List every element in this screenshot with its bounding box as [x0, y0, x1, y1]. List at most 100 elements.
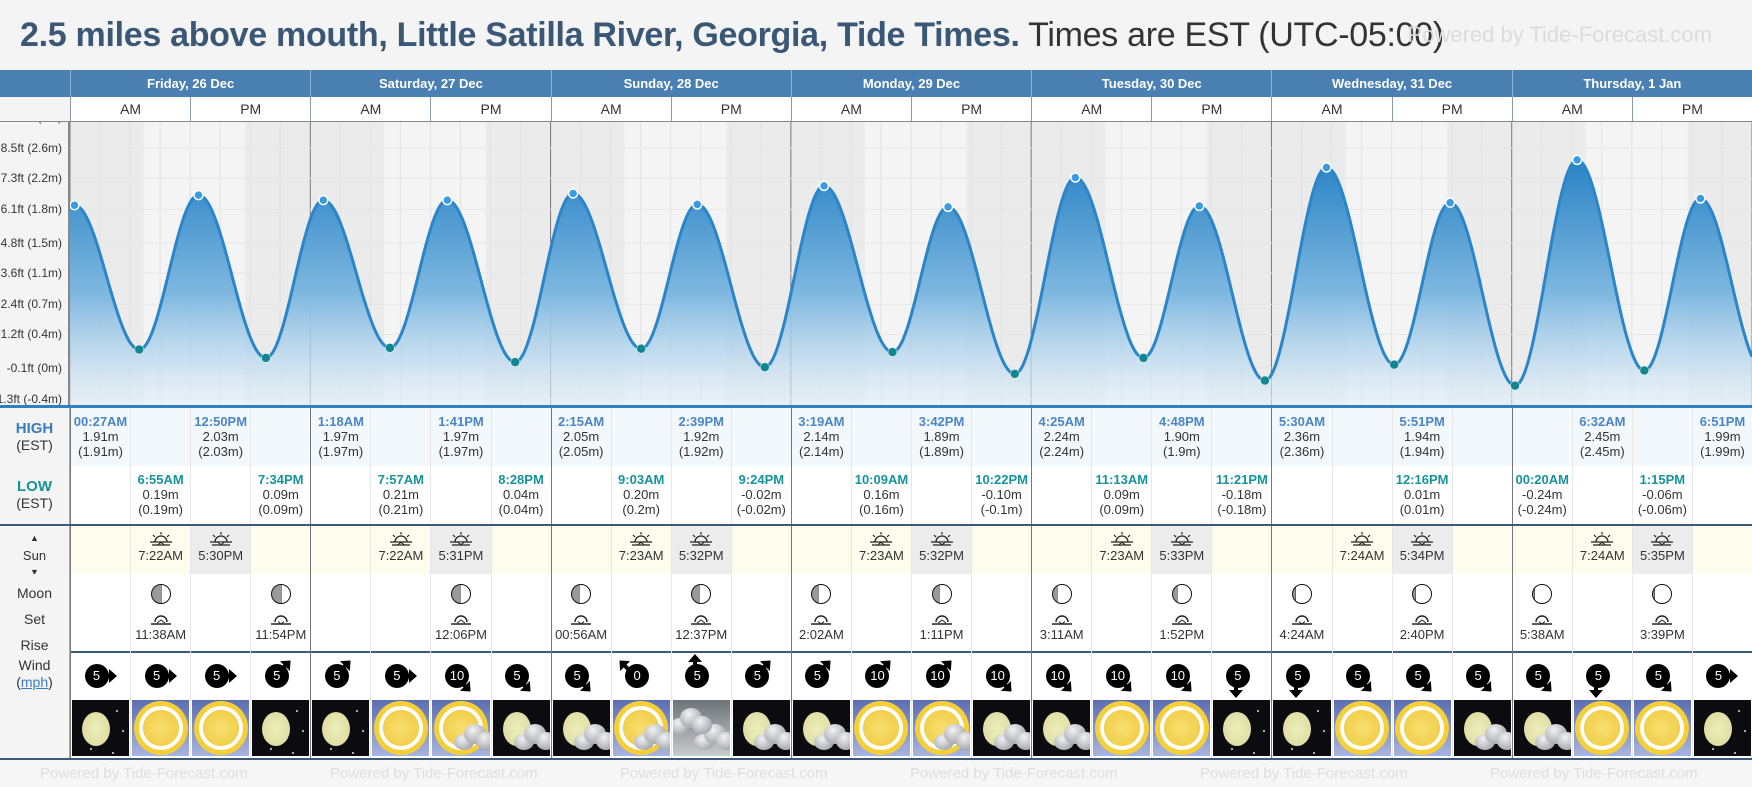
wind-cell: 5 [1331, 653, 1392, 698]
low-tz: (EST) [16, 495, 53, 511]
wind-arrow-icon [1226, 676, 1246, 698]
moon-weather-icon [312, 700, 370, 756]
low-tide-time: 7:34PM [257, 472, 304, 487]
wind-direction-icon: 5 [561, 661, 601, 692]
moon-cell: 1:11PM [911, 574, 971, 658]
moonrise-time: 12:37PM [675, 627, 728, 642]
low-tide-height: -0.24m [1522, 487, 1563, 502]
sunrise-time: 7:22AM [138, 548, 183, 563]
low-tide-cell: 00:20AM -0.24m (-0.24m) [1511, 466, 1572, 524]
sun-row: ▲ Sun ▼ 7:22AM 5:30PM 7:22AM 5:31PM 7:23AM 5:… [0, 526, 1752, 581]
moon-cloud-weather-icon [1453, 700, 1511, 756]
wind-cell: 5 [1631, 653, 1692, 698]
sunrise-time: 7:23AM [1099, 548, 1145, 563]
high-tide-point [442, 194, 453, 206]
sunrise-time: 7:22AM [378, 548, 424, 563]
low-tide-time: 11:21PM [1215, 472, 1268, 487]
moon-phase-icon [1051, 584, 1072, 604]
high-tide-cell [1451, 408, 1512, 466]
sun-cell: 5:35PM [1631, 526, 1692, 581]
moon-cell [310, 574, 370, 658]
low-tide-time: 1:15PM [1639, 472, 1686, 487]
low-tide-cell [70, 466, 130, 524]
low-tide-cell [790, 466, 851, 524]
sun-cell [1271, 526, 1331, 581]
wind-cell: 5 [250, 653, 310, 698]
low-tide-cell: 7:34PM 0.09m (0.09m) [250, 466, 310, 524]
day-header: Thursday, 1 Jan [1511, 70, 1752, 97]
wind-direction-icon: 5 [1222, 661, 1262, 698]
weather-cell [1091, 698, 1151, 758]
high-tide-point [1321, 162, 1332, 173]
high-tide-point [70, 199, 80, 211]
low-tide-point [134, 344, 144, 355]
high-tide-cell [1211, 408, 1271, 466]
high-tide-cell [730, 408, 791, 466]
high-tide-height: 1.94m [1404, 429, 1441, 444]
moon-cell: 11:54PM [250, 574, 310, 658]
wind-cell: 5 [790, 653, 851, 698]
weather-cell [1691, 698, 1752, 758]
wind-cell: 10 [1091, 653, 1151, 698]
moon-cell [1451, 574, 1512, 658]
sunset-time: 5:34PM [1399, 548, 1445, 563]
wind-speed: 10 [925, 664, 950, 688]
wind-label: Wind (mph) [0, 653, 70, 698]
wind-cell: 5 [670, 653, 731, 698]
weather-cell [730, 698, 791, 758]
high-tide-time: 3:19AM [798, 414, 845, 429]
wind-speed: 5 [204, 664, 229, 688]
high-tide-height-alt: (2.05m) [558, 444, 604, 459]
moon-cell: 4:24AM [1271, 574, 1331, 658]
low-tide-time: 9:03AM [618, 472, 665, 487]
footer-watermark-text: Powered by Tide-Forecast.com [910, 765, 1118, 782]
sun-weather-icon [852, 700, 910, 756]
high-tide-height: 1.92m [683, 429, 720, 444]
wind-speed: 10 [444, 664, 469, 688]
moonset-icon [1513, 612, 1572, 625]
high-tide-point [818, 180, 830, 192]
sun-cell [790, 526, 851, 581]
moon-cell: 12:06PM [430, 574, 490, 658]
moonset-time: 2:02AM [798, 627, 844, 642]
high-tide-height: 2.14m [803, 429, 840, 444]
high-tide-point [1194, 200, 1205, 212]
moon-weather-icon [1693, 700, 1751, 756]
sun-weather-icon [1093, 700, 1151, 756]
wind-direction-icon: 5 [741, 660, 781, 691]
moonrise-time: 11:38AM [135, 627, 187, 642]
high-tide-height: 2.24m [1043, 429, 1080, 444]
high-tide-cell: 00:27AM 1.91m (1.91m) [70, 408, 130, 466]
y-axis: 9.7ft (3m) 8.5ft (2.6m) 7.3ft (2.2m) 6.1ft … [0, 122, 70, 405]
high-tide-cell [1631, 408, 1692, 466]
wind-arrow-icon [1586, 676, 1606, 698]
sun-weather-icon [1333, 700, 1391, 756]
high-tz: (EST) [16, 437, 53, 453]
high-tide-height-alt: (1.94m) [1399, 444, 1445, 459]
moonset-time: 3:11AM [1039, 627, 1084, 642]
wind-unit-link[interactable]: mph [20, 674, 49, 690]
low-tide-height: 0.20m [623, 487, 660, 502]
low-tide-cell [1691, 466, 1752, 524]
page-title: 2.5 miles above mouth, Little Satilla Ri… [20, 10, 1444, 66]
high-tide-cell: 6:32AM 2.45m (2.45m) [1571, 408, 1632, 466]
moon-cloud-weather-icon [732, 700, 790, 756]
sun-weather-icon [132, 700, 190, 756]
weather-cell [490, 698, 551, 758]
high-tide-height-alt: (2.45m) [1579, 444, 1625, 459]
moon-cell: 5:38AM [1511, 574, 1572, 658]
high-tide-cell [850, 408, 911, 466]
high-tide-point [942, 201, 954, 213]
wind-direction-icon: 5 [1462, 661, 1502, 692]
day-header: Friday, 26 Dec [70, 70, 310, 97]
low-tide-height-alt: (0.04m) [498, 502, 544, 517]
wind-cell: 5 [730, 653, 791, 698]
low-tide-time: 10:09AM [854, 472, 909, 487]
moonset-time: 00:56AM [555, 627, 608, 642]
wind-cell: 5 [1391, 653, 1452, 698]
sunset-icon [1152, 532, 1211, 546]
low-tide-cell: 11:21PM -0.18m (-0.18m) [1211, 466, 1271, 524]
weather-cell [670, 698, 731, 758]
low-tide-point [1260, 375, 1270, 386]
moon-cell [490, 574, 551, 658]
